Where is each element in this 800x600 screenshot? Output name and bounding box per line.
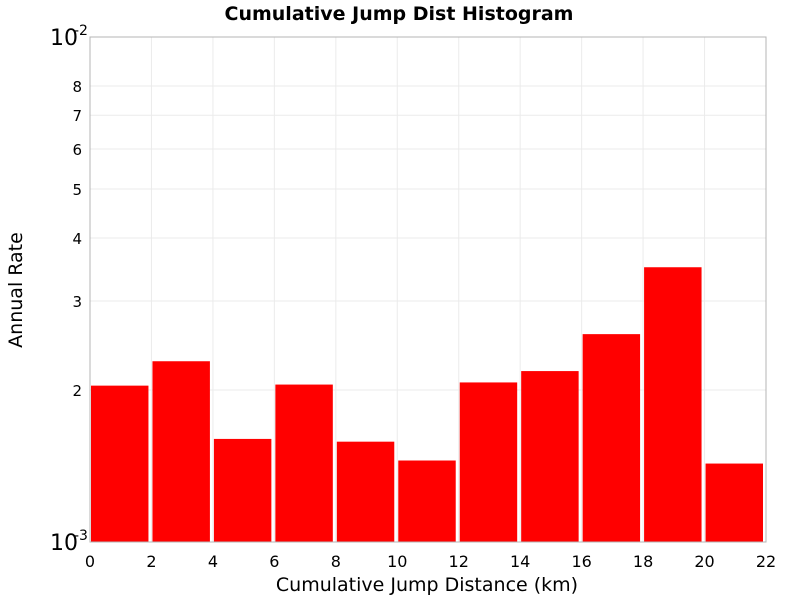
x-tick-label: 22 bbox=[756, 552, 776, 571]
bar-2-4 bbox=[152, 361, 210, 542]
bar-12-14 bbox=[459, 382, 518, 542]
x-tick-label: 16 bbox=[571, 552, 591, 571]
bar-18-20 bbox=[644, 267, 702, 542]
y-tick-label: 7 bbox=[72, 107, 82, 125]
chart-title: Cumulative Jump Dist Histogram bbox=[225, 3, 574, 25]
x-tick-label: 14 bbox=[510, 552, 530, 571]
y-decade-tick-exponent: -3 bbox=[74, 528, 88, 544]
y-tick-label: 3 bbox=[72, 293, 82, 311]
plot-area-border bbox=[89, 36, 767, 543]
y-axis-label: Annual Rate bbox=[5, 232, 27, 348]
bar-0-2 bbox=[91, 385, 149, 542]
bar-8-10 bbox=[336, 441, 395, 542]
x-tick-label: 2 bbox=[146, 552, 156, 571]
bars bbox=[91, 267, 763, 542]
x-axis-label: Cumulative Jump Distance (km) bbox=[276, 574, 578, 596]
x-tick-label: 8 bbox=[331, 552, 341, 571]
y-decade-tick-label: 10 bbox=[50, 26, 78, 51]
bar-4-6 bbox=[213, 438, 272, 542]
bar-14-16 bbox=[521, 371, 579, 542]
y-tick-label: 4 bbox=[72, 230, 82, 248]
y-decade-tick-exponent: -2 bbox=[74, 23, 88, 39]
x-axis-tick-labels: 0 2 4 6 8 10 12 14 16 18 20 22 bbox=[85, 552, 776, 571]
x-tick-label: 20 bbox=[694, 552, 714, 571]
y-tick-label: 8 bbox=[72, 78, 82, 96]
x-tick-label: 10 bbox=[387, 552, 407, 571]
y-tick-label: 5 bbox=[72, 181, 82, 199]
bar-6-8 bbox=[275, 384, 333, 542]
x-tick-label: 12 bbox=[449, 552, 469, 571]
y-tick-label: 6 bbox=[72, 141, 82, 159]
bar-20-22 bbox=[705, 463, 763, 542]
y-decade-tick-label: 10 bbox=[50, 531, 78, 556]
y-tick-label: 2 bbox=[72, 382, 82, 400]
x-tick-label: 6 bbox=[269, 552, 279, 571]
bar-10-12 bbox=[398, 460, 456, 542]
x-tick-label: 0 bbox=[85, 552, 95, 571]
x-tick-label: 4 bbox=[208, 552, 218, 571]
bar-16-18 bbox=[582, 334, 641, 542]
x-tick-label: 18 bbox=[633, 552, 653, 571]
